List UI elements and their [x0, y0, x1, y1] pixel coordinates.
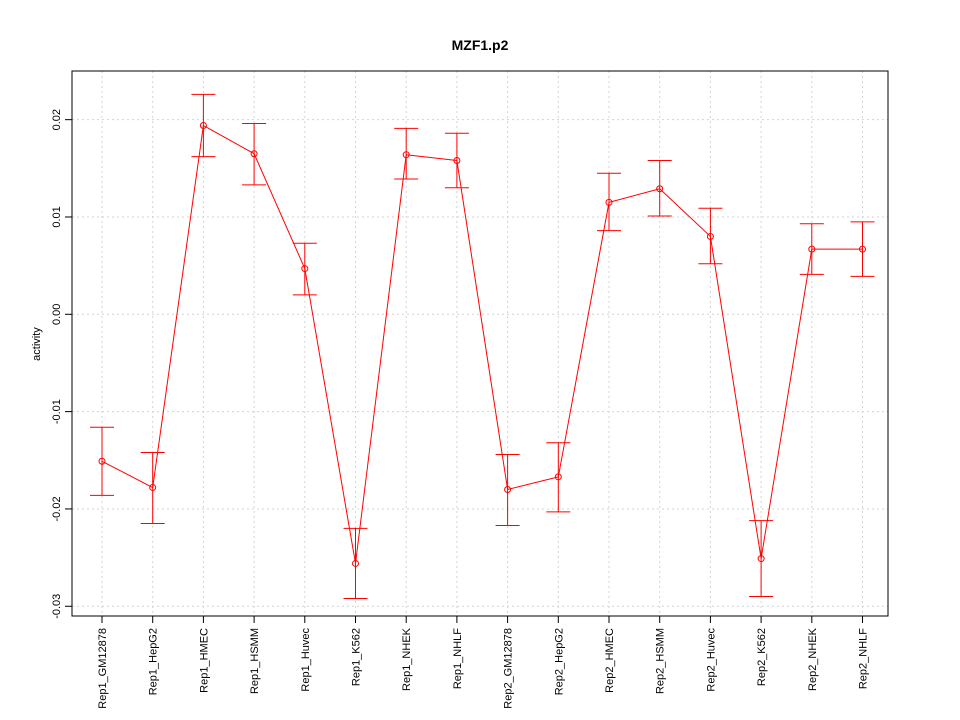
x-axis: Rep1_GM12878 Rep1_HepG2 Rep1_HMEC Rep1_HSMM…	[97, 615, 870, 709]
x-tick-label: Rep1_Huvec	[300, 628, 312, 692]
y-tick-label: 0.02	[51, 109, 63, 130]
y-axis: -0.03 -0.02 -0.01 0.00 0.01 0.02	[51, 109, 73, 619]
series-line-segment	[406, 154, 457, 162]
data-point	[250, 150, 258, 158]
series-line-segment	[760, 249, 813, 559]
y-tick-label: -0.02	[51, 496, 63, 521]
data-point	[656, 185, 664, 193]
data-point	[453, 157, 461, 165]
x-tick-label: Rep1_HSMM	[249, 628, 261, 694]
data-point	[605, 198, 613, 206]
x-tick-label: Rep1_NHEK	[401, 627, 413, 691]
x-tick-label: Rep1_HepG2	[148, 628, 160, 695]
x-tick-label: Rep1_K562	[351, 628, 363, 686]
data-point	[808, 245, 816, 253]
y-axis-label: activity	[31, 327, 43, 361]
x-tick-label: Rep2_HepG2	[553, 628, 565, 695]
series-line-segment	[456, 160, 509, 490]
series-line-segment	[304, 268, 356, 564]
x-tick-label: Rep2_HMEC	[604, 628, 616, 693]
series-line-segment	[507, 476, 559, 490]
x-tick-label: Rep1_GM12878	[97, 628, 109, 709]
x-tick-label: Rep2_NHEK	[807, 627, 819, 691]
x-tick-label: Rep2_K562	[756, 628, 768, 686]
data-point	[149, 484, 157, 492]
data-point	[199, 122, 207, 129]
series-line-segment	[709, 236, 762, 559]
series-line-segment	[557, 202, 610, 477]
series-line-segment	[152, 125, 204, 488]
x-tick-label: Rep2_GM12878	[503, 628, 515, 709]
series-line-segment	[659, 188, 711, 237]
data-point	[402, 151, 410, 159]
data-point	[757, 555, 765, 563]
series-line-segment	[253, 153, 306, 269]
x-tick-label: Rep2_Huvec	[705, 628, 717, 692]
data-point	[504, 485, 512, 493]
series-line-segment	[608, 188, 660, 203]
data-point	[859, 245, 866, 253]
y-tick-label: -0.03	[51, 594, 63, 619]
x-tick-label: Rep2_HSMM	[655, 628, 667, 694]
chart-title: MZF1.p2	[452, 37, 509, 53]
data-point	[301, 265, 309, 273]
data-point	[98, 457, 106, 465]
x-tick-label: Rep1_NHLF	[452, 628, 464, 689]
y-tick-label: 0.01	[51, 206, 63, 227]
data-point	[352, 559, 359, 567]
series-activity	[90, 93, 875, 599]
series-line-segment	[203, 125, 255, 155]
series-line-segment	[355, 154, 407, 564]
series-line-segment	[101, 460, 153, 488]
data-point	[554, 473, 562, 481]
x-tick-label: Rep1_HMEC	[198, 628, 210, 693]
x-tick-label: Rep2_NHLF	[858, 628, 870, 689]
y-tick-label: -0.01	[51, 399, 63, 424]
plot-frame	[71, 70, 889, 617]
y-tick-label: 0.00	[51, 304, 63, 325]
data-point	[706, 232, 714, 240]
grid	[72, 71, 888, 616]
